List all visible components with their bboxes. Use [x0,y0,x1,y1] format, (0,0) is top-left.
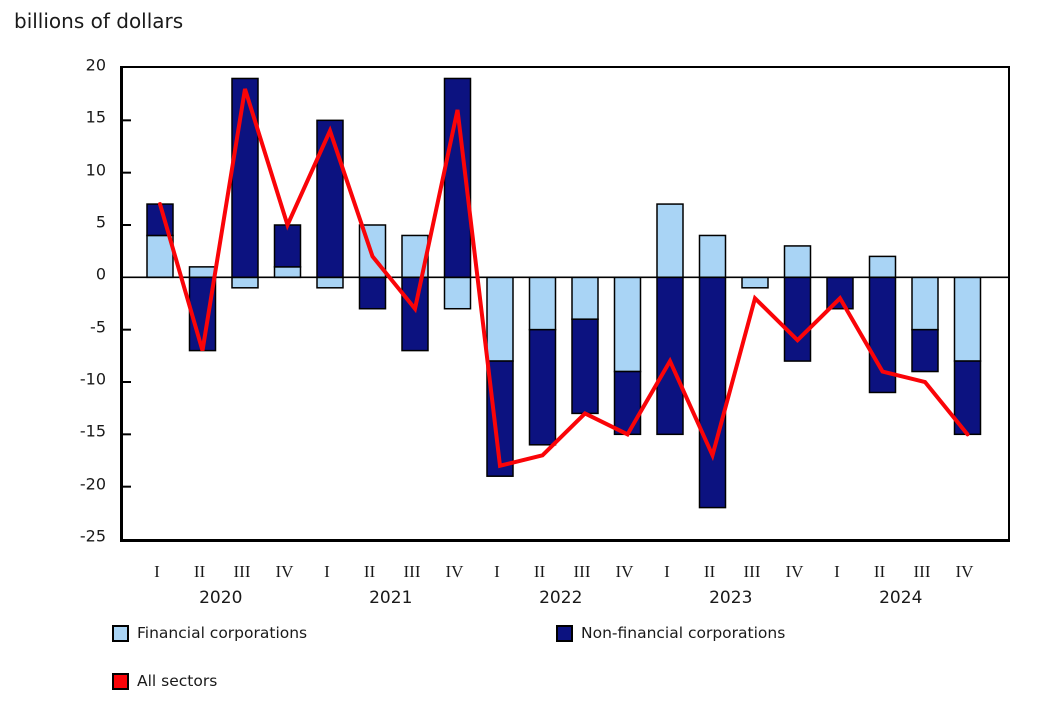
bar-segment-non-financial [911,328,939,373]
legend-label-financial-corporations: Financial corporations [137,624,308,642]
bar-segment-financial [231,276,259,289]
x-axis-quarter-label: III [573,562,591,581]
bar-segment-non-financial [656,276,684,436]
x-axis-year-label: 2024 [879,588,923,608]
bar-segment-non-financial [273,224,302,268]
y-axis-tick-label: 5 [95,212,106,232]
y-axis-tick-label: 20 [85,55,106,75]
x-axis-quarter-label: III [403,562,421,581]
x-axis-quarter-label: II [363,562,376,581]
legend-item-all-sectors: All sectors [112,672,217,690]
x-axis-quarter-label: IV [785,562,804,581]
x-axis-quarter-label: IV [275,562,294,581]
x-axis-quarter-label: IV [615,562,634,581]
bar-segment-financial [528,276,557,331]
bar-segment-non-financial [528,328,557,446]
bar-segment-financial [953,276,982,362]
non-financial-corporations-swatch [556,624,573,642]
x-axis-quarter-label: II [703,562,716,581]
bar-segment-non-financial [613,370,642,436]
y-axis-tick-label: -5 [90,317,106,337]
x-axis-quarter-label: I [834,562,840,581]
x-axis-year-label: 2022 [539,588,583,608]
x-axis-quarter-label: III [233,562,251,581]
x-axis-year-label: 2020 [199,588,243,608]
bar-segment-financial [443,276,472,310]
y-axis-tick-label: 0 [95,264,106,284]
bar-segment-financial [571,276,599,320]
financial-corporations-swatch [112,624,129,642]
bar-segment-non-financial [358,276,387,310]
bar-segment-non-financial [698,276,727,509]
x-axis-quarter-label: IV [955,562,974,581]
y-axis-tick-label: -10 [79,369,106,389]
bar-segment-non-financial [231,77,259,279]
bar-segment-financial [273,266,302,279]
chart-svg [123,77,1008,509]
bar-segment-non-financial [783,276,812,362]
bar-segment-non-financial [826,276,854,310]
x-axis-year-label: 2021 [369,588,413,608]
x-axis-quarter-label: I [664,562,670,581]
y-axis-tick-label: 15 [85,107,106,127]
bar-segment-financial [486,276,514,362]
all-sectors-swatch [112,672,129,690]
x-axis-quarter-label: II [533,562,546,581]
bar-segment-financial [613,276,642,373]
x-axis-quarter-label: III [913,562,931,581]
legend-item-non-financial-corporations: Non-financial corporations [556,624,785,642]
bar-segment-financial [698,234,727,279]
plot-area [120,66,1010,542]
x-axis-quarter-label: II [193,562,206,581]
bar-segment-financial [656,203,684,279]
chart-title: billions of dollars [14,9,184,33]
x-axis-quarter-label: IV [445,562,464,581]
x-axis-quarter-label: II [873,562,886,581]
bar-segment-financial [783,245,812,279]
y-axis-tick-label: -15 [79,421,106,441]
x-axis-quarter-label: I [154,562,160,581]
y-axis-tick-label: -25 [79,526,106,546]
legend-item-financial-corporations: Financial corporations [112,624,307,642]
bar-segment-financial [741,276,769,289]
bar-segment-non-financial [316,119,344,279]
x-axis-quarter-label: I [494,562,500,581]
legend-label-non-financial-corporations: Non-financial corporations [581,624,786,642]
bar-segment-financial [911,276,939,331]
x-axis-quarter-label: III [743,562,761,581]
bar-segment-non-financial [571,318,599,415]
x-axis-year-label: 2023 [709,588,753,608]
legend-label-all-sectors: All sectors [137,672,218,690]
bar-segment-financial [868,255,897,279]
bar-segment-financial [188,266,217,279]
bar-segment-financial [316,276,344,289]
bar-segment-non-financial [401,276,429,352]
y-axis-tick-label: -20 [79,474,106,494]
y-axis-tick-label: 10 [85,160,106,180]
x-axis-quarter-label: I [324,562,330,581]
all-sectors-line [158,88,970,469]
